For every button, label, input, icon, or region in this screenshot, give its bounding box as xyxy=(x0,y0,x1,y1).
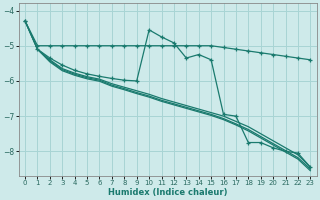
X-axis label: Humidex (Indice chaleur): Humidex (Indice chaleur) xyxy=(108,188,228,197)
